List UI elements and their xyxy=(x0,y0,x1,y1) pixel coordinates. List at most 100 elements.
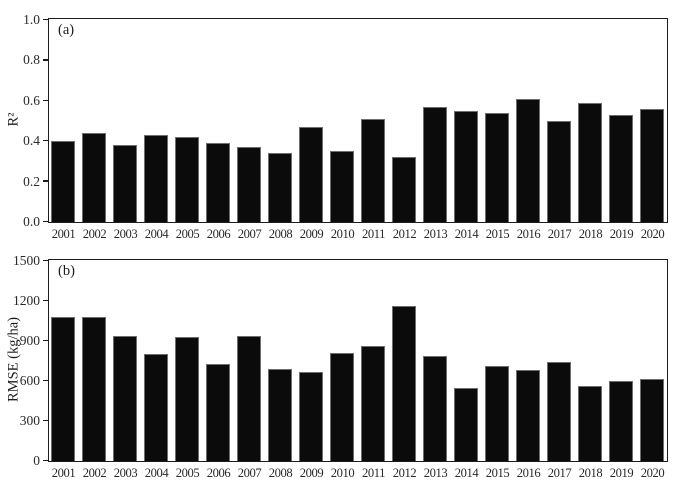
x-tick-label: 2020 xyxy=(640,466,665,480)
x-tick-label: 2001 xyxy=(51,227,76,241)
x-tick-label: 2018 xyxy=(578,466,603,480)
y-axis-title-rmse: RMSE (kg/ha) xyxy=(5,317,22,402)
x-tick-label: 2005 xyxy=(175,466,200,480)
y-tick-mark xyxy=(43,339,48,342)
y-tick-label: 0.0 xyxy=(23,214,40,229)
y-tick-label: 0 xyxy=(33,453,40,468)
x-tick-label: 2005 xyxy=(175,227,200,241)
y-tick-mark xyxy=(43,299,48,302)
bar-2015 xyxy=(485,366,509,461)
x-tick-label: 2003 xyxy=(113,466,138,480)
x-tick-label: 2006 xyxy=(206,466,231,480)
y-tick-mark xyxy=(43,220,48,223)
x-tick-label: 2010 xyxy=(330,466,355,480)
bar-2008 xyxy=(268,369,292,461)
bar-2004 xyxy=(144,135,168,222)
bar-2011 xyxy=(361,119,385,222)
y-tick-mark xyxy=(43,459,48,462)
bar-2002 xyxy=(82,317,106,461)
y-tick-label: 900 xyxy=(19,333,40,348)
x-tick-label: 2010 xyxy=(330,227,355,241)
bar-2003 xyxy=(113,336,137,461)
bar-2020 xyxy=(640,109,664,222)
x-tick-label: 2012 xyxy=(392,227,417,241)
panel-label-a: (a) xyxy=(58,22,75,38)
x-tick-label: 2014 xyxy=(454,466,479,480)
x-tick-label: 2013 xyxy=(423,227,448,241)
y-tick-label: 0.8 xyxy=(23,52,40,68)
x-tick-label: 2013 xyxy=(423,466,448,480)
x-tick-label: 2008 xyxy=(268,227,293,241)
x-tick-label: 2007 xyxy=(237,227,262,241)
x-tick-label: 2018 xyxy=(578,227,603,241)
plot-area-panel-b: (b) xyxy=(48,259,668,462)
bar-2020 xyxy=(640,379,664,461)
bar-2002 xyxy=(82,133,106,222)
bar-2009 xyxy=(299,372,323,461)
x-tick-label: 2019 xyxy=(609,466,634,480)
x-tick-label: 2020 xyxy=(640,227,665,241)
y-tick-mark xyxy=(43,259,48,262)
x-tick-label: 2016 xyxy=(516,227,541,241)
y-tick-mark xyxy=(43,18,48,21)
x-tick-label: 2001 xyxy=(51,466,76,480)
y-tick-mark xyxy=(43,419,48,422)
bar-2015 xyxy=(485,113,509,222)
y-tick-mark xyxy=(43,59,48,61)
bar-2009 xyxy=(299,127,323,222)
y-tick-label: 0.2 xyxy=(23,173,40,189)
x-tick-label: 2006 xyxy=(206,227,231,241)
x-tick-label: 2017 xyxy=(547,466,572,480)
bar-2001 xyxy=(51,141,75,222)
y-tick-label: 0.6 xyxy=(23,92,40,108)
plot-area-panel-a: (a) xyxy=(48,18,668,223)
y-tick-mark xyxy=(43,99,48,102)
x-tick-label: 2015 xyxy=(485,227,510,241)
bar-2006 xyxy=(206,364,230,461)
y-tick-label: 600 xyxy=(19,373,40,388)
y-tick-label: 300 xyxy=(19,413,40,428)
bar-2019 xyxy=(609,381,633,461)
x-tick-label: 2011 xyxy=(361,227,386,241)
x-tick-label: 2011 xyxy=(361,466,386,480)
y-tick-mark xyxy=(43,379,48,382)
bar-2019 xyxy=(609,115,633,222)
bar-2007 xyxy=(237,336,261,461)
bar-2016 xyxy=(516,99,540,222)
x-tick-label: 2009 xyxy=(299,466,324,480)
bar-2005 xyxy=(175,137,199,222)
x-tick-label: 2002 xyxy=(82,227,107,241)
x-tick-label: 2002 xyxy=(82,466,107,480)
y-tick-label: 1200 xyxy=(13,293,40,308)
y-tick-label: 1.0 xyxy=(23,12,40,27)
x-tick-label: 2009 xyxy=(299,227,324,241)
bar-2014 xyxy=(454,388,478,461)
bar-2014 xyxy=(454,111,478,222)
bar-2008 xyxy=(268,153,292,222)
y-axis-title-r2: R² xyxy=(5,112,22,127)
x-tick-label: 2008 xyxy=(268,466,293,480)
x-tick-label: 2003 xyxy=(113,227,138,241)
x-tick-label: 2004 xyxy=(144,227,169,241)
bar-2010 xyxy=(330,151,354,222)
bar-2006 xyxy=(206,143,230,222)
bar-2018 xyxy=(578,103,602,222)
y-tick-mark xyxy=(43,180,48,182)
bar-2017 xyxy=(547,121,571,222)
bar-2004 xyxy=(144,354,168,461)
bar-2005 xyxy=(175,337,199,461)
bar-2003 xyxy=(113,145,137,222)
x-tick-label: 2017 xyxy=(547,227,572,241)
bar-2018 xyxy=(578,386,602,461)
bar-2010 xyxy=(330,353,354,461)
x-tick-label: 2016 xyxy=(516,466,541,480)
bar-2016 xyxy=(516,370,540,461)
x-tick-label: 2004 xyxy=(144,466,169,480)
bar-2017 xyxy=(547,362,571,461)
panel-label-b: (b) xyxy=(58,263,75,279)
bar-2011 xyxy=(361,346,385,461)
y-tick-mark xyxy=(43,139,48,142)
bar-2013 xyxy=(423,356,447,461)
x-tick-label: 2012 xyxy=(392,466,417,480)
